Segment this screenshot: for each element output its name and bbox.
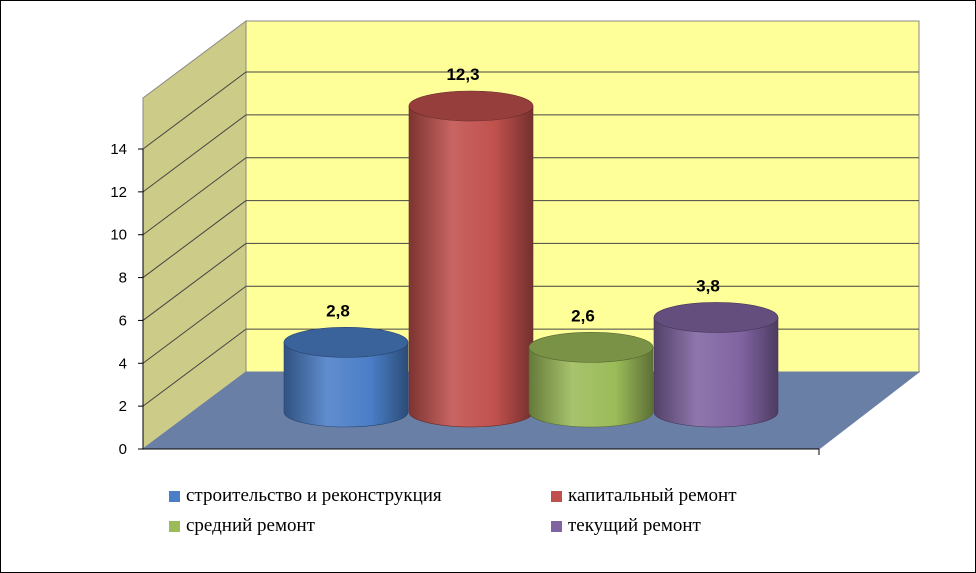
- gridline-side: [142, 71, 247, 150]
- data-label: 12,3: [446, 65, 479, 84]
- gridlines: [142, 71, 919, 407]
- gridline-side: [142, 114, 247, 193]
- gridline-side: [142, 243, 247, 321]
- bar-body: [528, 347, 654, 428]
- gridline-side: [142, 285, 247, 364]
- legend-swatch: [551, 490, 562, 502]
- legend-item: средний ремонт: [169, 515, 315, 537]
- gridline-side: [142, 328, 247, 407]
- y-tick-label: 14: [110, 141, 127, 158]
- y-tick-label: 10: [110, 227, 127, 244]
- legend-label: строительство и реконструкция: [186, 485, 442, 506]
- y-tick-label: 8: [119, 270, 127, 287]
- legend-item: капитальный ремонт: [551, 485, 737, 507]
- gridline-side: [142, 157, 247, 236]
- legend-label: текущий ремонт: [568, 515, 701, 536]
- gridline-side: [142, 200, 247, 278]
- data-labels: 2,8 12,3 2,6 3,8: [326, 65, 720, 325]
- legend-swatch: [169, 520, 180, 532]
- bar-body: [653, 317, 779, 428]
- bar-top: [653, 302, 779, 333]
- bar-body: [283, 342, 409, 428]
- y-tick-label: 4: [119, 355, 127, 372]
- y-tick-label: 2: [119, 398, 127, 415]
- y-tick-label: 6: [119, 312, 127, 329]
- bar-top: [408, 90, 534, 122]
- y-tick-label: 0: [119, 441, 127, 458]
- bar-body: [408, 105, 534, 428]
- legend-swatch: [551, 520, 562, 532]
- legend-swatch: [169, 490, 180, 502]
- y-axis: 0 2 4 6 8 10 12 14: [110, 141, 820, 458]
- bars: [283, 90, 779, 428]
- data-label: 2,6: [571, 306, 595, 325]
- chart-canvas: 0 2 4 6 8 10 12 14 2,8 12,3 2,6 3,8: [110, 20, 921, 458]
- legend-item: строительство и реконструкция: [169, 485, 442, 507]
- legend-item: текущий ремонт: [551, 515, 701, 537]
- bar-top: [528, 332, 654, 363]
- legend-label: капитальный ремонт: [568, 485, 737, 506]
- y-tick-label: 12: [110, 184, 127, 201]
- legend-label: средний ремонт: [186, 515, 315, 536]
- bar-top: [283, 327, 409, 358]
- data-label: 2,8: [326, 301, 350, 320]
- data-label: 3,8: [696, 276, 720, 295]
